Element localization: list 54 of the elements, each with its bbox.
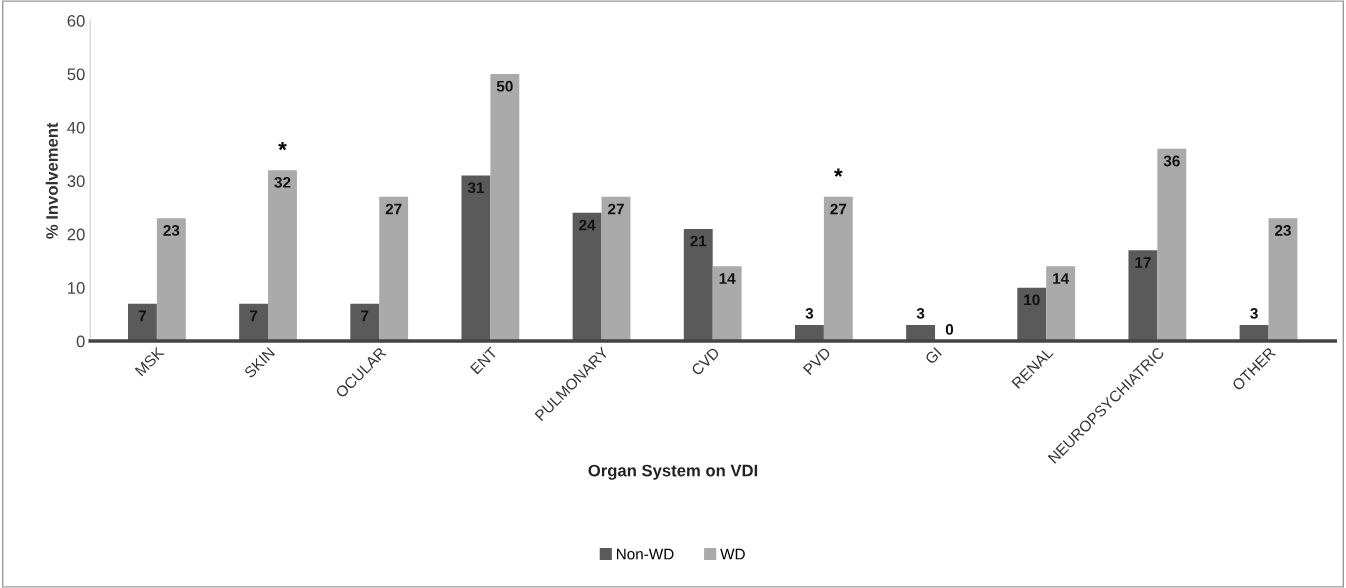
- y-tick-label: 50: [67, 68, 85, 81]
- bar: [239, 303, 269, 342]
- bar: [1268, 218, 1298, 342]
- data-label: 14: [719, 273, 736, 284]
- data-label: 21: [690, 235, 707, 247]
- data-label: 14: [1053, 273, 1070, 284]
- y-axis-title: % Involvement: [45, 122, 58, 239]
- bar: [379, 196, 409, 342]
- x-axis-title: Organ System on VDI: [588, 464, 758, 480]
- bar: [350, 303, 380, 342]
- y-tick-label: 0: [76, 335, 85, 348]
- bar: [490, 73, 520, 342]
- bar: [601, 196, 631, 342]
- bar: [572, 212, 602, 342]
- data-label: 36: [1163, 155, 1180, 167]
- x-tick-label: GI: [924, 347, 942, 365]
- bar: [156, 218, 186, 342]
- y-tick-label: 40: [67, 121, 85, 134]
- bar: [683, 228, 713, 342]
- bar: [268, 170, 297, 342]
- annotation: *: [278, 141, 287, 151]
- bar: [823, 196, 853, 342]
- bar: [461, 175, 491, 342]
- y-tick-label: 20: [67, 228, 85, 241]
- data-label: 50: [496, 80, 513, 92]
- data-label: 31: [467, 182, 484, 194]
- data-label: 24: [579, 219, 596, 231]
- bar: [1017, 287, 1047, 342]
- legend-label: Non-WD: [616, 548, 674, 560]
- bar: [712, 266, 742, 342]
- data-label: 7: [138, 310, 147, 322]
- data-label: 10: [1024, 294, 1040, 306]
- data-label: 0: [945, 324, 954, 335]
- data-label: 7: [250, 310, 258, 322]
- data-label: 3: [805, 307, 814, 319]
- bar: [1046, 266, 1076, 342]
- data-label: 27: [385, 203, 402, 215]
- legend-label: WD: [720, 548, 745, 560]
- annotation: *: [834, 168, 843, 177]
- y-tick-label: 30: [67, 175, 85, 188]
- data-label: 3: [1250, 307, 1258, 319]
- y-tick-label: 60: [67, 14, 85, 27]
- data-label: 27: [830, 203, 847, 215]
- data-label: 32: [274, 176, 291, 188]
- data-label: 3: [916, 307, 925, 319]
- bar: [127, 303, 157, 342]
- bar: [1157, 148, 1187, 342]
- y-tick-label: 10: [68, 282, 85, 294]
- data-label: 23: [1275, 225, 1291, 236]
- bar: [1128, 250, 1158, 342]
- data-label: 23: [163, 225, 180, 236]
- data-label: 7: [361, 310, 369, 322]
- data-label: 17: [1135, 257, 1151, 268]
- data-label: 27: [608, 203, 624, 215]
